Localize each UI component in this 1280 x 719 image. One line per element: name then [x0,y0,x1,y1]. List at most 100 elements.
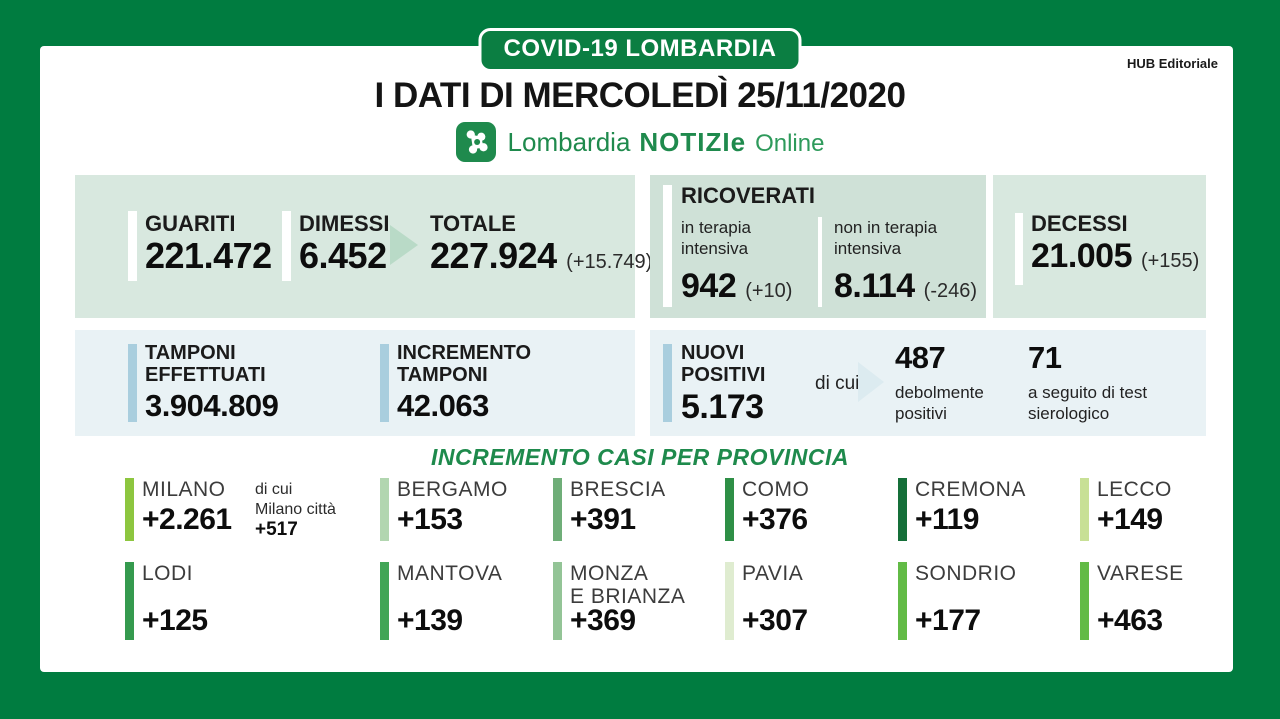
logo-brand: Lombardia [507,126,631,157]
province-pavia: PAVIA +307 [725,562,885,642]
lodi-value: +125 [142,604,208,637]
milano-citta-note: di cui Milano città +517 [255,480,336,541]
tamponi-label-line2: EFFETTUATI [145,364,266,386]
province-monza-brianza: MONZA E BRIANZA +369 [553,562,713,642]
dimessi-label: DIMESSI [299,211,390,236]
decessi-number: 21.005 [1031,237,1133,275]
nuovi-positivi-label-line2: POSITIVI [681,364,766,386]
lecco-bar [1080,478,1089,541]
como-name: COMO [742,478,810,501]
nuovi-positivi-bar [663,344,672,422]
tamponi-label-line1: TAMPONI [145,342,236,364]
intensiva-number: 942 [681,267,737,305]
logo-wordmark: Lombardia NOTIZIe Online [508,127,825,158]
totale-number: 227.924 [430,235,557,276]
pavia-bar [725,562,734,640]
logo-notizie: NOTIZIe [639,126,747,157]
milano-note-line1: di cui [255,481,293,498]
como-bar [725,478,734,541]
incremento-tamponi-label-line2: TAMPONI [397,364,488,386]
debolmente-label-line2: positivi [895,404,947,423]
incremento-tamponi-label-line1: INCREMENTO [397,342,532,364]
incremento-tamponi-bar [380,344,389,422]
sondrio-value: +177 [915,604,981,637]
como-value: +376 [742,503,808,536]
dimessi-value: 6.452 [299,235,387,276]
sierologico-value: 71 [1028,340,1062,375]
province-varese: VARESE +463 [1080,562,1210,642]
intensiva-value: 942 (+10) [681,267,792,306]
pavia-name: PAVIA [742,562,804,585]
tamponi-value: 3.904.809 [145,388,279,423]
monza-bar [553,562,562,640]
nuovi-positivi-value: 5.173 [681,388,764,426]
lombardia-rose-icon [455,122,496,162]
debolmente-label-line1: debolmente [895,383,984,402]
varese-bar [1080,562,1089,640]
debolmente-value: 487 [895,340,946,375]
brescia-bar [553,478,562,541]
mantova-name: MANTOVA [397,562,503,585]
lecco-name: LECCO [1097,478,1172,501]
totale-delta: (+15.749) [566,251,653,273]
non-intensiva-number: 8.114 [834,267,915,305]
non-intensiva-label-line1: non in terapia [834,218,938,237]
totale-value: 227.924 (+15.749) [430,235,652,277]
non-intensiva-label-line2: intensiva [834,239,902,258]
page-title: I DATI DI MERCOLEDÌ 25/11/2020 [374,76,906,115]
mantova-bar [380,562,389,640]
bergamo-bar [380,478,389,541]
guariti-bar [128,211,137,281]
milano-value: +2.261 [142,503,232,536]
sondrio-name: SONDRIO [915,562,1017,585]
decessi-value: 21.005 (+155) [1031,237,1199,276]
milano-name: MILANO [142,478,226,501]
pavia-value: +307 [742,604,808,637]
lodi-name: LODI [142,562,194,585]
sierologico-label-line2: sierologico [1028,404,1110,423]
decessi-delta: (+155) [1140,250,1200,272]
cremona-name: CREMONA [915,478,1026,501]
province-brescia: BRESCIA +391 [553,478,713,542]
varese-name: VARESE [1097,562,1184,585]
province-lecco: LECCO +149 [1080,478,1210,542]
non-intensiva-delta: (-246) [923,280,978,302]
covid-lombardia-badge: COVID-19 LOMBARDIA [478,28,802,72]
cremona-value: +119 [915,503,979,536]
non-intensiva-label: non in terapia intensiva [834,217,937,259]
ricoverati-divider [818,217,822,307]
di-cui-arrow-icon [858,362,884,402]
decessi-bar [1015,213,1023,285]
tamponi-bar [128,344,137,422]
sierologico-label: a seguito di test sierologico [1028,382,1147,424]
bergamo-name: BERGAMO [397,478,508,501]
brescia-value: +391 [570,503,636,536]
province-milano: MILANO +2.261 di cui Milano città +517 [125,478,375,542]
intensiva-delta: (+10) [745,280,793,302]
deaths-box: DECESSI 21.005 (+155) [993,175,1206,318]
debolmente-label: debolmente positivi [895,382,984,424]
intensiva-label: in terapia intensiva [681,217,751,259]
hub-editoriale-label: HUB Editoriale [1126,56,1218,71]
milano-citta-value: +517 [255,519,298,540]
tests-box: TAMPONI EFFETTUATI 3.904.809 INCREMENTO … [75,330,635,436]
intensiva-label-line2: intensiva [681,239,749,258]
monza-name: MONZA [570,562,649,585]
monza-name-line2: E BRIANZA [570,585,686,608]
nuovi-positivi-label-line1: NUOVI [681,342,745,364]
di-cui-label: di cui [815,373,860,394]
guariti-label: GUARITI [145,211,236,236]
hospitalized-box: RICOVERATI in terapia intensiva 942 (+10… [650,175,986,318]
province-sondrio: SONDRIO +177 [898,562,1058,642]
brescia-name: BRESCIA [570,478,666,501]
lombardia-notizie-logo: Lombardia NOTIZIe Online [0,122,1280,162]
mantova-value: +139 [397,604,463,637]
recovered-box: GUARITI 221.472 DIMESSI 6.452 TOTALE 227… [75,175,652,318]
monza-value: +369 [570,604,636,637]
dimessi-bar [282,211,291,281]
totale-label: TOTALE [430,211,516,236]
province-lodi: LODI +125 [125,562,375,642]
varese-value: +463 [1097,604,1163,637]
decessi-label: DECESSI [1031,211,1128,236]
